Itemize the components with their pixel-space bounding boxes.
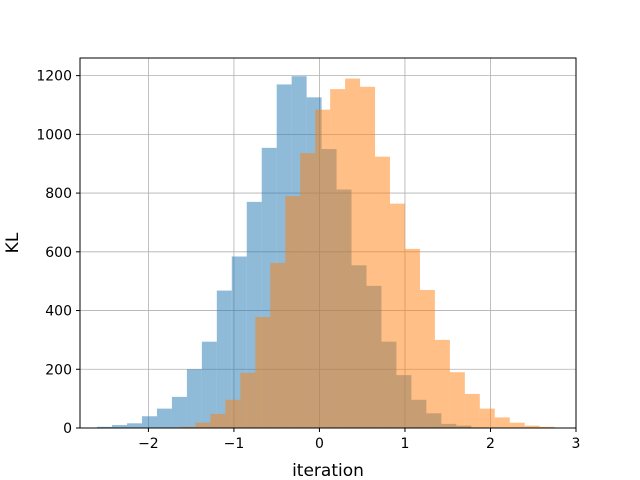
histogram-bar-series-2 (300, 153, 316, 428)
y-tick-label: 600 (45, 245, 72, 261)
y-tick-label: 400 (45, 304, 72, 320)
x-tick-label: 0 (315, 436, 324, 452)
histogram-bar-series-2 (270, 262, 286, 428)
x-tick-label: −2 (138, 436, 159, 452)
histogram-bar-series-1 (186, 369, 202, 428)
x-tick-label: −1 (224, 436, 245, 452)
histogram-bar-series-2 (255, 317, 271, 428)
histogram-bar-series-1 (112, 425, 128, 428)
histogram-bar-series-2 (285, 196, 301, 428)
axis-ticks: −2 −1 0 1 2 3 0 200 400 600 800 1000 1200 (36, 69, 580, 452)
histogram-bar-series-2 (225, 399, 241, 428)
histogram-bars (97, 76, 555, 429)
histogram-bar-series-2 (375, 156, 390, 428)
histogram-bar-series-2 (180, 426, 196, 428)
histogram-bar-series-1 (171, 396, 187, 428)
histogram-bar-series-2 (240, 372, 256, 428)
histogram-bar-series-2 (345, 78, 361, 429)
histogram-bar-series-2 (315, 109, 331, 428)
x-tick-label: 1 (401, 436, 410, 452)
plot-frame (79, 57, 577, 429)
y-axis-label: KL (3, 232, 23, 253)
histogram-bar-series-2 (524, 425, 540, 428)
histogram-bar-series-1 (216, 290, 232, 428)
histogram-bar-series-1 (97, 426, 113, 428)
x-tick-label: 2 (486, 436, 495, 452)
histogram-bar-series-1 (127, 423, 142, 428)
histogram-bar-series-1 (156, 408, 172, 428)
y-tick-label: 0 (63, 421, 72, 437)
x-axis-label: iteration (292, 461, 364, 480)
histogram-bar-series-2 (449, 372, 465, 428)
y-tick-label: 200 (45, 362, 72, 378)
histogram-bar-series-2 (210, 413, 226, 428)
histogram-bar-series-2 (330, 89, 346, 428)
histogram-bar-series-2 (360, 86, 376, 429)
histogram-bar-series-2 (494, 417, 510, 428)
histogram-bar-series-2 (195, 422, 211, 428)
histogram-bar-series-1 (142, 416, 157, 428)
histogram-bar-series-2 (539, 426, 555, 428)
y-tick-label: 800 (45, 186, 72, 202)
histogram-bar-series-2 (419, 289, 435, 428)
histogram-bar-series-2 (464, 393, 480, 428)
histogram-bar-series-2 (434, 339, 450, 428)
histogram-bar-series-2 (479, 408, 495, 428)
histogram-bar-series-2 (390, 203, 405, 428)
histogram-bar-series-2 (404, 248, 420, 428)
histogram-bar-series-1 (201, 341, 217, 428)
y-tick-label: 1200 (36, 69, 72, 85)
histogram-bar-series-2 (509, 422, 525, 428)
y-tick-label: 1000 (36, 127, 72, 143)
x-tick-label: 3 (572, 436, 581, 452)
